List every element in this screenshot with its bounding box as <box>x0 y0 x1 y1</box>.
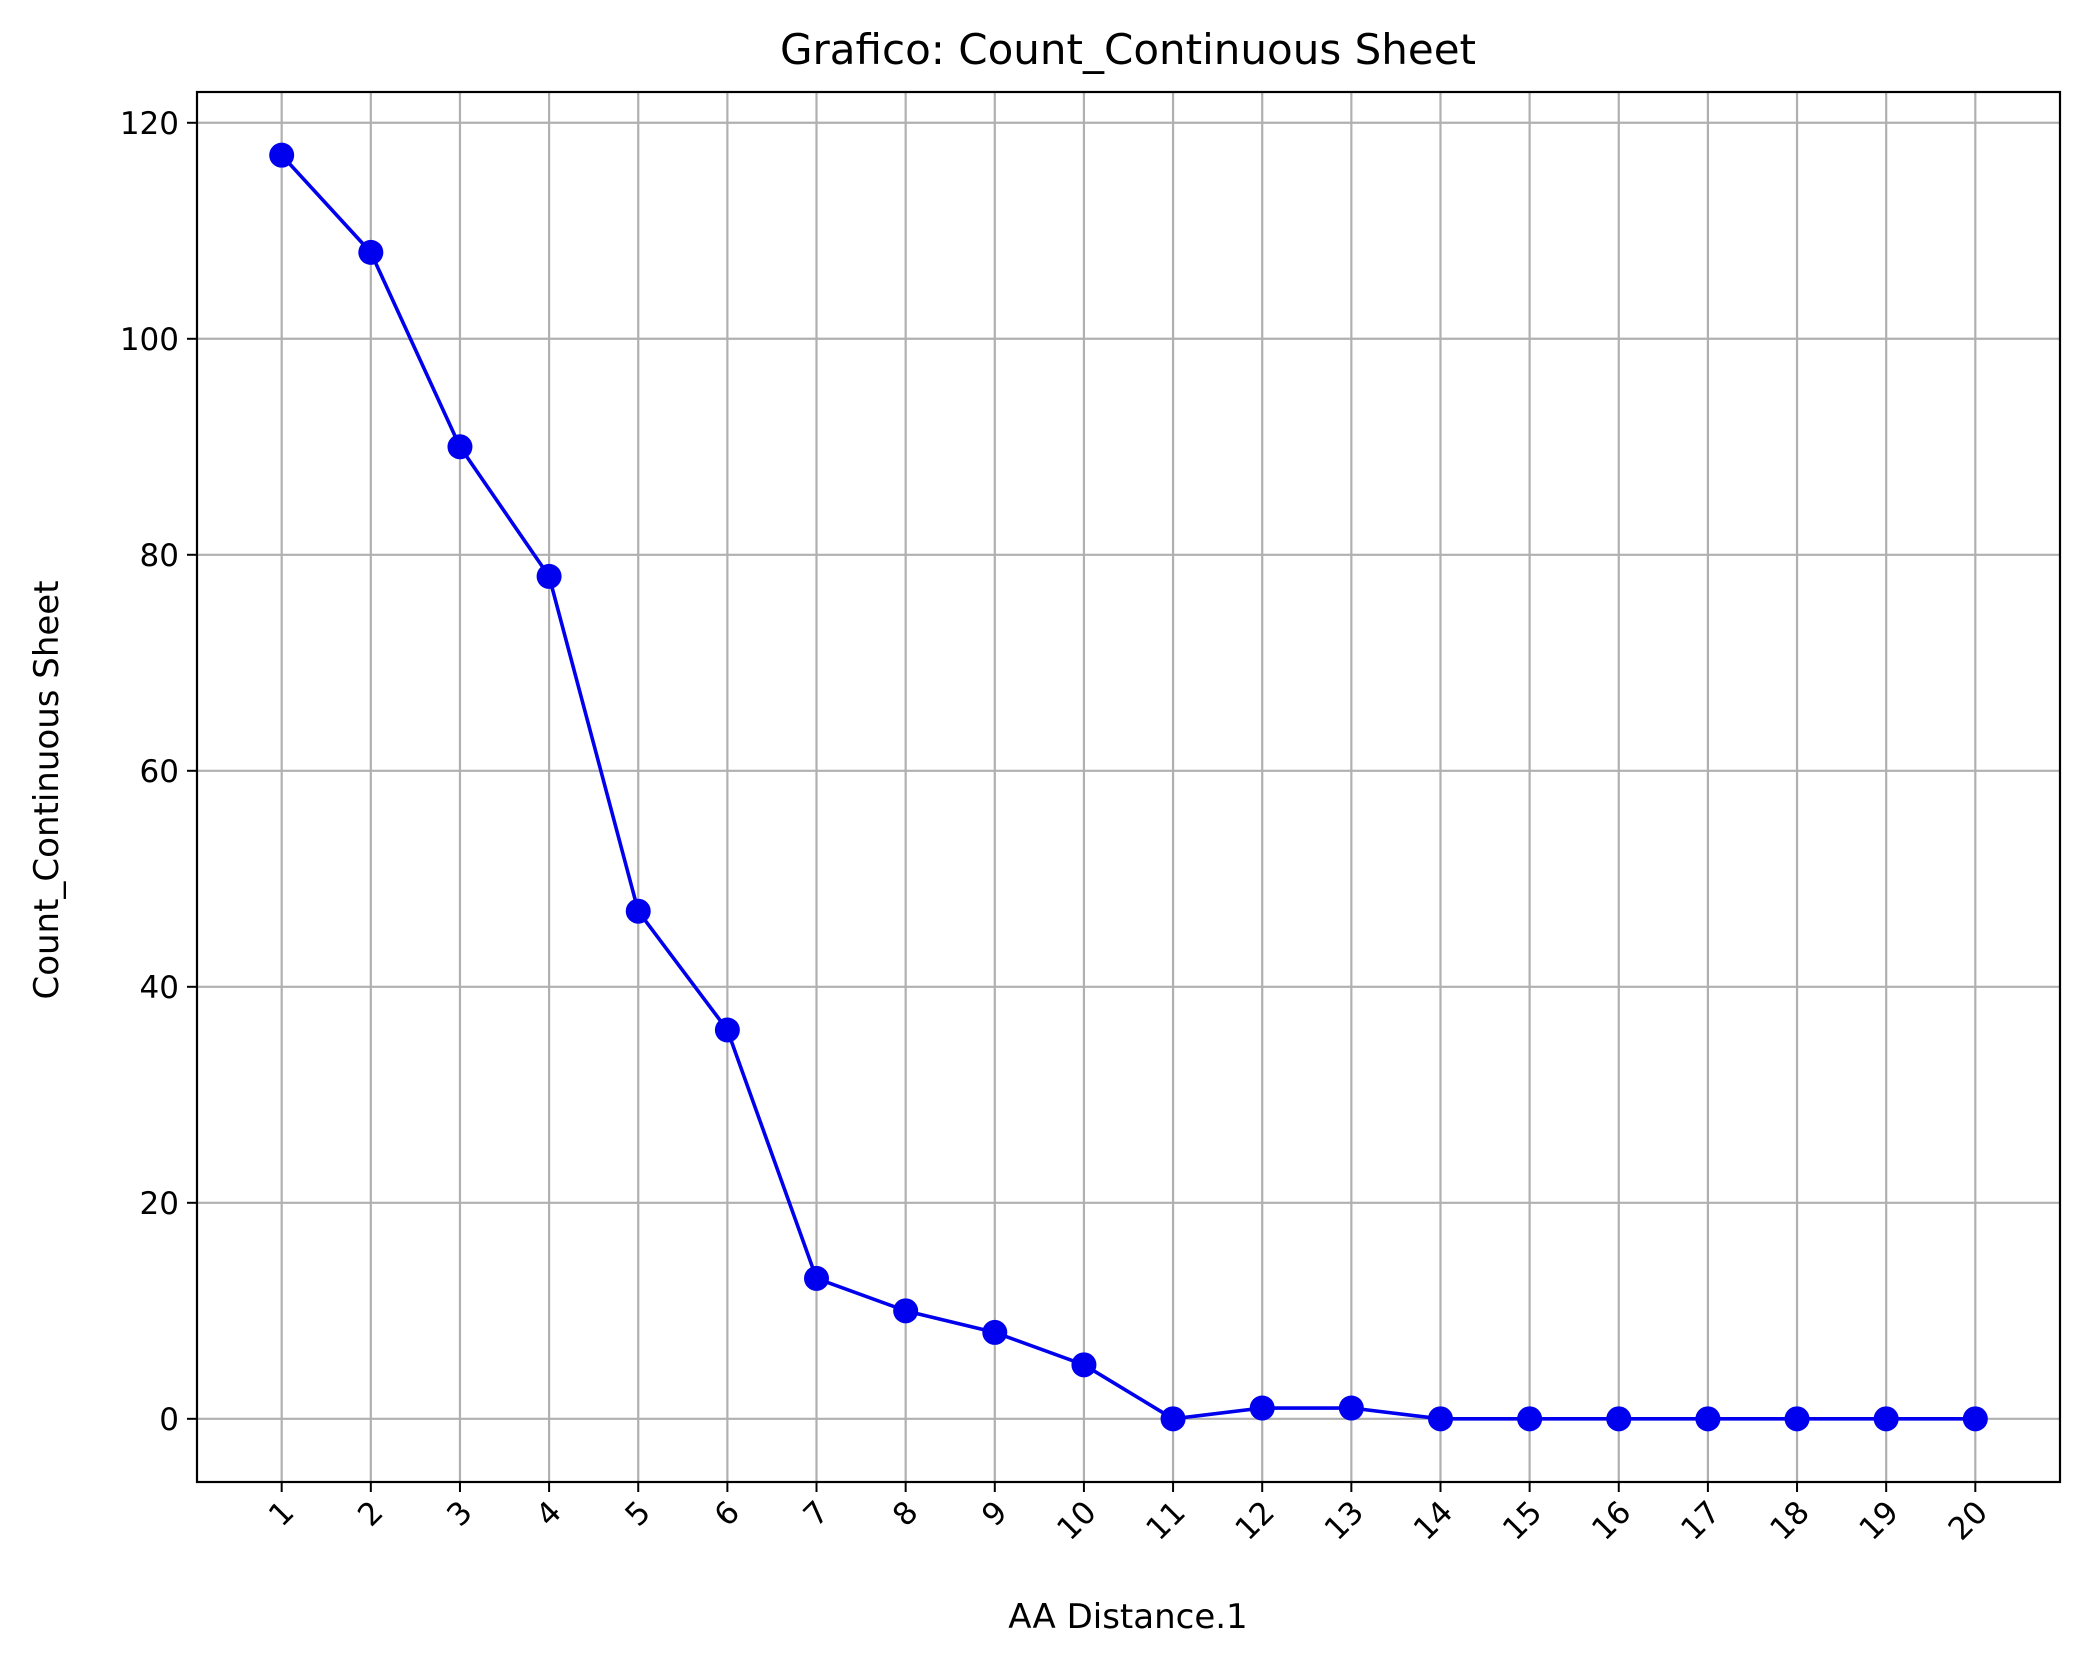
x-tick-label: 16 <box>1585 1494 1638 1547</box>
x-tick-label: 4 <box>529 1494 568 1533</box>
y-tick-label: 120 <box>120 106 179 142</box>
x-tick-label: 20 <box>1942 1494 1995 1547</box>
x-tick-label: 1 <box>262 1494 301 1533</box>
y-tick-label: 20 <box>140 1186 179 1222</box>
data-point <box>1517 1406 1543 1432</box>
y-tick-label: 40 <box>140 970 179 1006</box>
data-point <box>1873 1406 1899 1432</box>
data-point <box>1695 1406 1721 1432</box>
x-tick-label: 3 <box>440 1494 479 1533</box>
x-tick-label: 17 <box>1674 1494 1727 1547</box>
data-point <box>536 563 562 589</box>
data-point <box>625 898 651 924</box>
data-point <box>1784 1406 1810 1432</box>
data-point <box>804 1265 830 1291</box>
data-point <box>1160 1406 1186 1432</box>
data-point <box>1606 1406 1632 1432</box>
x-tick-label: 5 <box>618 1494 657 1533</box>
data-point <box>1962 1406 1988 1432</box>
y-axis-label: Count_Continuous Sheet <box>27 580 67 999</box>
chart-title: Grafico: Count_Continuous Sheet <box>780 25 1476 74</box>
x-tick-label: 18 <box>1763 1494 1816 1547</box>
data-point <box>1249 1395 1275 1421</box>
x-tick-label: 8 <box>886 1494 925 1533</box>
x-tick-label: 11 <box>1139 1494 1192 1547</box>
x-tick-label: 6 <box>708 1494 747 1533</box>
data-point <box>1427 1406 1453 1432</box>
series-layer <box>269 142 1988 1432</box>
x-tick-label: 7 <box>797 1494 836 1533</box>
data-point <box>714 1017 740 1043</box>
y-tick-label: 100 <box>120 322 179 358</box>
x-tick-label: 15 <box>1496 1494 1549 1547</box>
x-tick-label: 19 <box>1852 1494 1905 1547</box>
x-axis-label: AA Distance.1 <box>1008 1597 1247 1637</box>
y-tick-label: 60 <box>140 754 179 790</box>
series-line <box>280 153 1976 1421</box>
data-point <box>447 434 473 460</box>
y-tick-label: 80 <box>140 538 179 574</box>
data-point <box>893 1298 919 1324</box>
data-point <box>1338 1395 1364 1421</box>
x-tick-label: 9 <box>975 1494 1014 1533</box>
grid <box>197 92 2060 1482</box>
y-tick-label: 0 <box>159 1402 179 1438</box>
data-point <box>982 1319 1008 1345</box>
data-point <box>1071 1352 1097 1378</box>
data-point <box>269 142 295 168</box>
x-tick-label: 2 <box>351 1494 390 1533</box>
x-tick-label: 12 <box>1229 1494 1282 1547</box>
x-tick-label: 10 <box>1050 1494 1103 1547</box>
x-tick-label: 14 <box>1407 1494 1460 1547</box>
x-tick-label: 13 <box>1318 1494 1371 1547</box>
plot-frame <box>195 90 2062 1484</box>
data-point <box>358 239 384 265</box>
